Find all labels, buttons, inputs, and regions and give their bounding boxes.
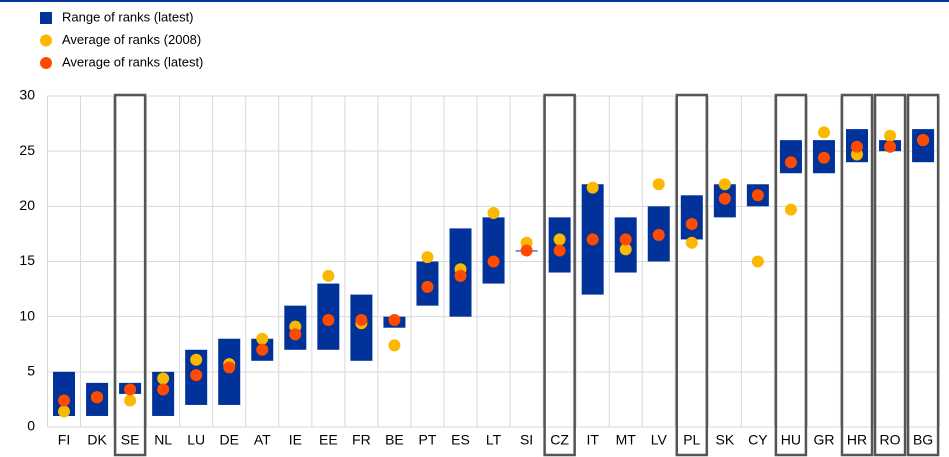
x-tick-label: DE: [219, 432, 238, 448]
dot: [58, 394, 71, 407]
dot: [619, 243, 632, 256]
x-tick-label: CY: [748, 432, 768, 448]
dot: [388, 339, 401, 352]
dot: [223, 361, 236, 374]
y-tick-label: 5: [27, 363, 35, 379]
highlight-box: [543, 93, 576, 457]
dot: [718, 192, 731, 205]
x-tick-label: AT: [254, 432, 271, 448]
legend-swatch: [40, 57, 52, 69]
dot: [322, 269, 335, 282]
dot: [322, 313, 335, 326]
x-tick-label: BE: [385, 432, 404, 448]
dot: [685, 217, 698, 230]
dot: [553, 244, 566, 257]
dot: [784, 156, 797, 169]
highlight-box: [840, 93, 874, 457]
dot: [289, 328, 302, 341]
x-tick-label: IE: [289, 432, 302, 448]
highlight-box: [113, 93, 147, 457]
dot: [157, 383, 170, 396]
y-tick-label: 15: [19, 252, 35, 268]
y-tick-label: 10: [19, 307, 35, 323]
x-tick-label: ES: [451, 432, 470, 448]
dot: [817, 126, 830, 139]
x-tick-label: DK: [87, 432, 107, 448]
dot: [388, 313, 401, 326]
legend-label: Average of ranks (2008): [62, 32, 201, 47]
dot: [157, 372, 170, 385]
dot: [652, 178, 665, 191]
dot: [124, 383, 137, 396]
x-tick-label: PT: [419, 432, 437, 448]
x-tick-label: RO: [880, 432, 901, 448]
x-tick-label: FI: [58, 432, 70, 448]
dot: [124, 394, 137, 407]
x-tick-label: PL: [683, 432, 700, 448]
dot: [58, 405, 71, 418]
dot: [421, 251, 434, 264]
legend-label: Average of ranks (latest): [62, 54, 203, 69]
dot: [718, 178, 731, 191]
dot: [817, 151, 830, 164]
y-tick-label: 25: [19, 142, 35, 158]
dot: [355, 313, 368, 326]
x-tick-label: SE: [121, 432, 140, 448]
dot: [884, 129, 897, 142]
dot: [91, 391, 104, 404]
x-tick-label: LT: [486, 432, 502, 448]
dot: [190, 353, 203, 366]
highlight-box: [873, 93, 907, 457]
dot: [685, 236, 698, 249]
range-bar: [53, 371, 76, 416]
x-tick-label: SK: [715, 432, 734, 448]
legend-swatch: [40, 12, 52, 24]
highlight-box: [906, 93, 940, 457]
legend-swatch: [40, 34, 52, 47]
dot: [520, 244, 533, 257]
y-tick-label: 30: [19, 87, 35, 103]
highlight-box: [774, 93, 808, 457]
x-tick-label: GR: [813, 432, 834, 448]
x-tick-label: SI: [520, 432, 533, 448]
dot: [784, 203, 797, 216]
x-tick-label: CZ: [550, 432, 569, 448]
dot: [487, 255, 500, 268]
dot: [917, 134, 930, 147]
dot: [586, 233, 599, 246]
dot: [586, 181, 599, 194]
x-tick-label: HR: [847, 432, 867, 448]
x-tick-label: FR: [352, 432, 371, 448]
dot: [884, 140, 897, 153]
legend-label: Range of ranks (latest): [62, 9, 194, 24]
dot: [850, 140, 863, 153]
dot: [256, 343, 269, 356]
dot: [190, 369, 203, 382]
x-tick-label: HU: [781, 432, 801, 448]
dot: [751, 255, 764, 268]
dot: [652, 229, 665, 242]
dot: [454, 269, 467, 282]
dot: [421, 280, 434, 293]
highlight-box: [675, 93, 709, 457]
x-tick-label: LU: [187, 432, 205, 448]
x-tick-label: BG: [913, 432, 933, 448]
range-bar: [680, 195, 703, 240]
dot: [751, 189, 764, 202]
y-tick-label: 20: [19, 197, 35, 213]
dot: [487, 206, 500, 219]
y-tick-label: 0: [27, 418, 35, 434]
dot: [256, 332, 269, 345]
x-tick-label: NL: [154, 432, 172, 448]
x-tick-label: LV: [651, 432, 668, 448]
x-tick-label: IT: [586, 432, 599, 448]
range-bar: [482, 217, 505, 284]
dot: [619, 233, 632, 246]
x-tick-label: MT: [616, 432, 637, 448]
dot: [553, 233, 566, 246]
x-tick-label: EE: [319, 432, 338, 448]
